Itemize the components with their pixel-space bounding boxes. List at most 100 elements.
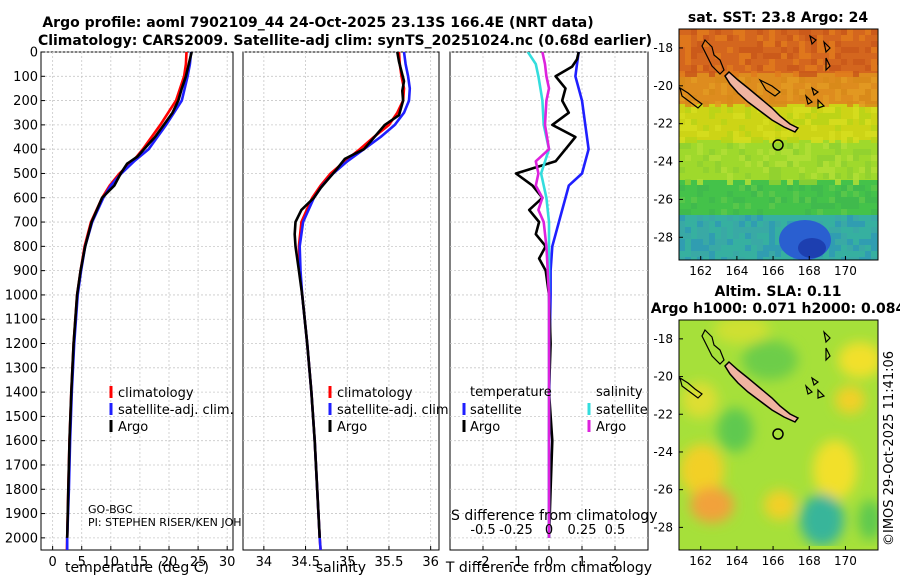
sst-pixel <box>709 239 715 245</box>
sst-pixel <box>679 113 685 119</box>
sst-pixel <box>871 233 877 239</box>
sst-pixel <box>859 89 865 95</box>
sst-pixel <box>709 113 715 119</box>
sst-pixel <box>871 185 877 191</box>
sst-pixel <box>799 41 805 47</box>
sst-pixel <box>865 239 871 245</box>
sst-pixel <box>757 191 763 197</box>
sst-pixel <box>841 209 847 215</box>
sst-pixel <box>835 77 841 83</box>
sst-pixel <box>805 143 811 149</box>
sst-pixel <box>769 101 775 107</box>
sst-pixel <box>829 245 835 251</box>
sst-pixel <box>733 131 739 137</box>
sst-pixel <box>805 53 811 59</box>
sst-pixel <box>709 197 715 203</box>
sst-pixel <box>727 107 733 113</box>
sst-pixel <box>823 29 829 35</box>
sst-pixel <box>751 137 757 143</box>
sst-pixel <box>775 161 781 167</box>
s-difference-tick-label: 0 <box>545 523 553 538</box>
sst-pixel <box>835 245 841 251</box>
depth-tick-label: 1600 <box>5 434 38 449</box>
sst-pixel <box>727 257 733 260</box>
sst-pixel <box>865 167 871 173</box>
sst-pixel <box>853 173 859 179</box>
sst-pixel <box>859 239 865 245</box>
sst-pixel <box>871 77 877 83</box>
sst-pixel <box>793 59 799 65</box>
sst-pixel <box>835 65 841 71</box>
sst-pixel <box>751 47 757 53</box>
sst-pixel <box>805 71 811 77</box>
sst-pixel <box>829 167 835 173</box>
sst-pixel <box>745 245 751 251</box>
sst-pixel <box>745 185 751 191</box>
sst-pixel <box>847 257 853 260</box>
sst-pixel <box>871 101 877 107</box>
sst-pixel <box>841 137 847 143</box>
map-lat-tick-label: -20 <box>653 370 673 384</box>
sst-pixel <box>697 257 703 260</box>
sst-pixel <box>847 173 853 179</box>
reef-outline <box>701 328 725 365</box>
sst-pixel <box>787 161 793 167</box>
sst-pixel <box>751 53 757 59</box>
sst-pixel <box>739 215 745 221</box>
sst-pixel <box>697 143 703 149</box>
sst-pixel <box>835 221 841 227</box>
sst-pixel <box>871 47 877 53</box>
sst-pixel <box>847 155 853 161</box>
sst-pixel <box>745 161 751 167</box>
sst-pixel <box>865 89 871 95</box>
sst-pixel <box>739 197 745 203</box>
sst-pixel <box>691 203 697 209</box>
sst-pixel <box>679 257 685 260</box>
sst-pixel <box>775 71 781 77</box>
sst-pixel <box>703 155 709 161</box>
sst-pixel <box>775 197 781 203</box>
sst-pixel <box>763 41 769 47</box>
map-lat-tick-label: -24 <box>653 445 673 459</box>
sst-pixel <box>769 95 775 101</box>
sst-pixel <box>799 155 805 161</box>
sst-pixel <box>703 41 709 47</box>
sst-pixel <box>715 245 721 251</box>
sst-pixel <box>799 167 805 173</box>
sst-pixel <box>835 191 841 197</box>
temperature-x-label: temperature (deg C) <box>65 560 209 576</box>
sst-map-title: sat. SST: 23.8 Argo: 24 <box>688 10 868 26</box>
map-lon-tick-label: 164 <box>725 554 748 568</box>
sst-pixel <box>691 71 697 77</box>
sst-pixel <box>865 113 871 119</box>
imos-watermark: ©IMOS 29-Oct-2025 11:41:06 <box>882 351 897 546</box>
sst-pixel <box>799 47 805 53</box>
sst-pixel <box>769 203 775 209</box>
sst-pixel <box>805 83 811 89</box>
sst-pixel <box>697 221 703 227</box>
sst-pixel <box>781 53 787 59</box>
legend-climatology-label: climatology <box>118 386 194 401</box>
sst-pixel <box>811 185 817 191</box>
sst-pixel <box>727 239 733 245</box>
sst-pixel <box>721 257 727 260</box>
depth-tick-label: 1400 <box>5 386 38 401</box>
sst-pixel <box>745 155 751 161</box>
salinity-xtick-label: 35 <box>339 555 356 570</box>
sst-pixel <box>859 83 865 89</box>
sst-pixel <box>799 107 805 113</box>
sst-pixel <box>835 113 841 119</box>
sst-pixel <box>835 89 841 95</box>
sst-pixel <box>871 227 877 233</box>
sst-pixel <box>739 77 745 83</box>
sst-pixel <box>733 221 739 227</box>
sst-pixel <box>865 191 871 197</box>
sst-pixel <box>709 257 715 260</box>
salinity-series <box>293 52 412 550</box>
sst-pixel <box>751 215 757 221</box>
sst-pixel <box>847 215 853 221</box>
sst-pixel <box>847 119 853 125</box>
sst-pixel <box>697 65 703 71</box>
sst-pixel <box>835 41 841 47</box>
sst-pixel <box>751 221 757 227</box>
